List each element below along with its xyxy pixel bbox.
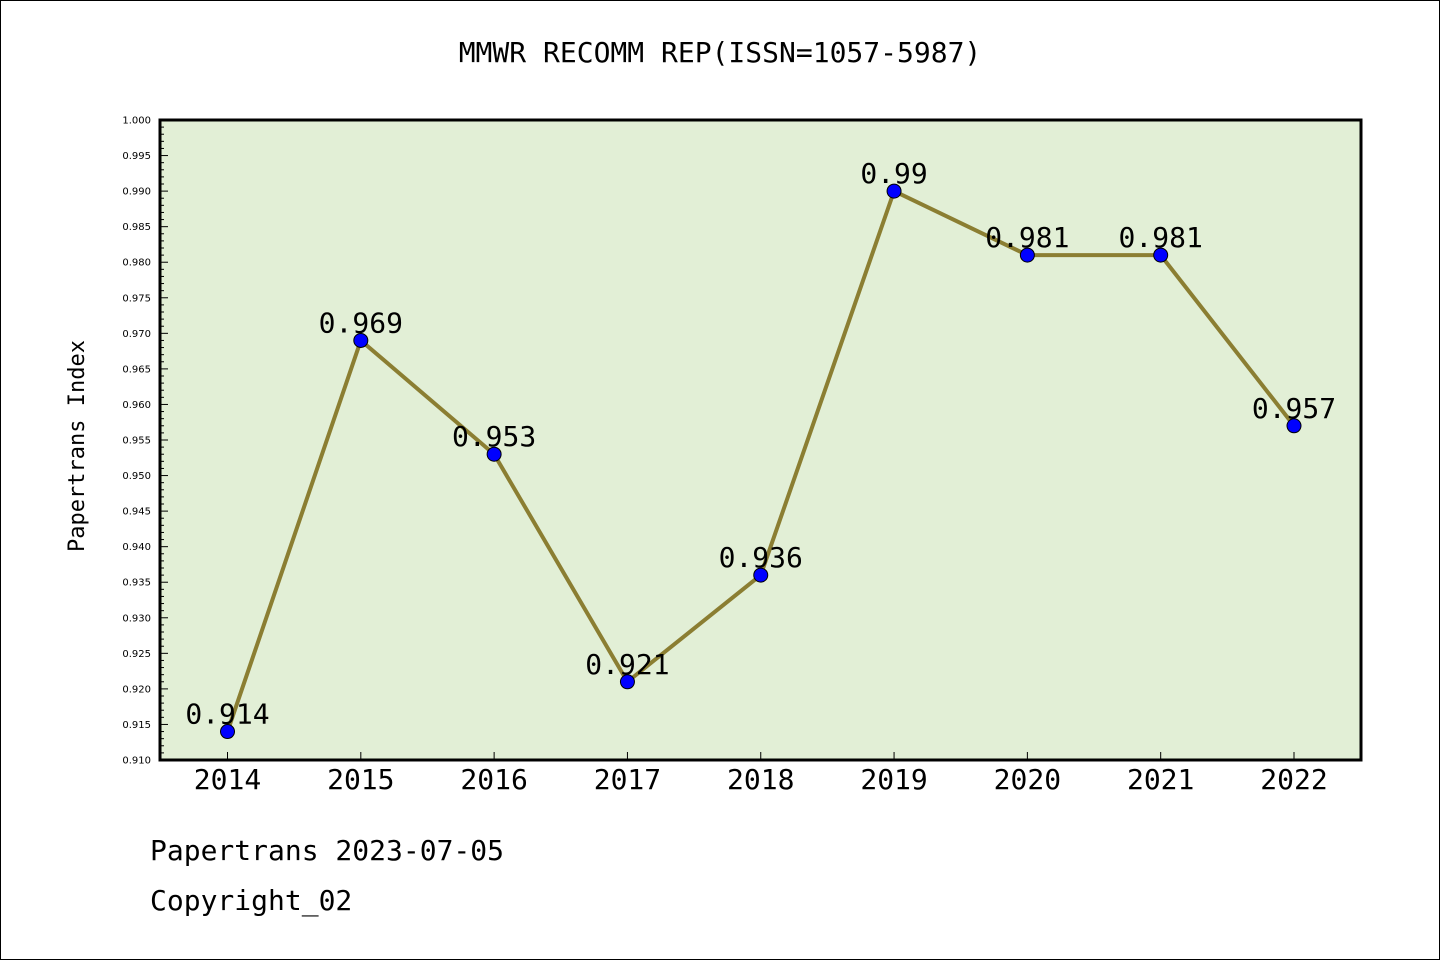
x-tick-label: 2017 xyxy=(594,763,661,796)
data-point xyxy=(486,446,502,462)
x-axis-ticks: 2014 2015 2016 2017 2018 2019 2020 2021 2022 xyxy=(194,752,1328,796)
data-label: 0.953 xyxy=(452,420,536,453)
data-point xyxy=(886,183,902,199)
y-tick-label: 0.995 xyxy=(122,151,151,162)
x-tick-label: 2014 xyxy=(194,763,261,796)
data-point xyxy=(1153,247,1169,263)
x-tick-label: 2020 xyxy=(994,763,1061,796)
chart-title: MMWR RECOMM REP(ISSN=1057-5987) xyxy=(458,36,982,69)
data-point xyxy=(1019,247,1035,263)
y-tick-label: 0.935 xyxy=(122,578,151,589)
y-tick-label: 0.980 xyxy=(122,258,151,269)
data-label: 0.981 xyxy=(985,221,1069,254)
data-label: 0.914 xyxy=(185,698,269,731)
y-tick-label: 0.940 xyxy=(122,542,151,553)
y-axis-label: Papertrans Index xyxy=(65,340,90,552)
x-tick-label: 2021 xyxy=(1127,763,1194,796)
y-tick-label: 0.960 xyxy=(122,400,151,411)
plot-border xyxy=(158,118,1363,762)
data-point xyxy=(220,724,235,740)
data-label: 0.969 xyxy=(319,306,403,339)
y-tick-label: 0.990 xyxy=(122,187,151,198)
data-point xyxy=(1286,418,1302,434)
y-tick-label: 0.915 xyxy=(122,720,151,731)
y-tick-label: 0.965 xyxy=(122,364,151,375)
y-tick-label: 0.985 xyxy=(122,222,151,233)
data-point xyxy=(353,332,369,348)
x-tick-label: 2016 xyxy=(460,763,527,796)
footer-copyright: Copyright_02 xyxy=(150,884,353,917)
y-tick-label: 1.000 xyxy=(122,116,151,127)
data-label: 0.957 xyxy=(1252,392,1336,425)
x-tick-label: 2022 xyxy=(1260,763,1327,796)
footer-date: Papertrans 2023-07-05 xyxy=(150,834,505,867)
x-tick-label: 2018 xyxy=(727,763,794,796)
y-tick-label: 0.950 xyxy=(122,471,151,482)
y-axis-ticks: 0.910 0.915 0.920 0.925 0.930 0.935 0.940 0.945… xyxy=(122,116,168,767)
data-point xyxy=(619,674,635,690)
y-tick-label: 0.975 xyxy=(122,293,151,304)
data-label: 0.921 xyxy=(585,648,669,681)
y-tick-label: 0.910 xyxy=(122,756,151,767)
data-label: 0.936 xyxy=(719,541,803,574)
x-tick-label: 2019 xyxy=(860,763,927,796)
y-tick-label: 0.920 xyxy=(122,684,151,695)
y-tick-label: 0.930 xyxy=(122,613,151,624)
y-tick-label: 0.945 xyxy=(122,507,151,518)
plot-area xyxy=(160,120,1361,760)
data-label: 0.99 xyxy=(860,157,927,190)
data-labels: 0.914 0.969 0.953 0.921 0.936 0.99 0.981 0.981 0… xyxy=(185,157,1336,730)
y-tick-label: 0.955 xyxy=(122,436,151,447)
y-tick-label: 0.925 xyxy=(122,649,151,660)
data-label: 0.981 xyxy=(1119,221,1203,254)
data-points xyxy=(220,183,1302,740)
x-tick-label: 2015 xyxy=(327,763,394,796)
y-tick-label: 0.970 xyxy=(122,329,151,340)
data-point xyxy=(753,567,769,583)
